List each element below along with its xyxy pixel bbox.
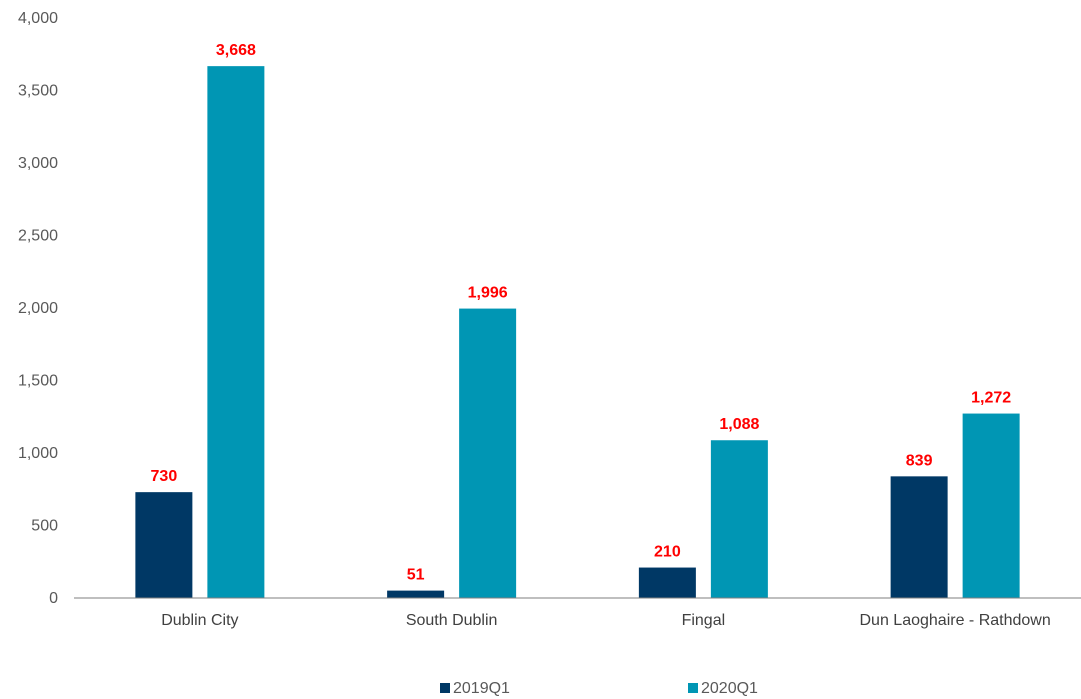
bar-2019Q1-1: [387, 590, 445, 598]
bar-2019Q1-3: [890, 476, 948, 598]
bar-2019Q1-0: [135, 492, 193, 598]
bar-2020Q1-2: [710, 440, 768, 598]
legend-label-2020Q1: 2020Q1: [701, 680, 758, 697]
legend-swatch-2019Q1: [440, 683, 450, 693]
x-category-label: South Dublin: [406, 612, 498, 629]
y-tick-label: 0: [49, 590, 58, 607]
y-tick-label: 500: [31, 518, 58, 535]
x-axis: Dublin City South Dublin Fingal Dun Laoghai…: [74, 597, 1081, 629]
legend-swatch-2020Q1: [688, 683, 698, 693]
x-category-label: Fingal: [682, 612, 726, 629]
y-tick-label: 1,000: [18, 445, 58, 462]
y-tick-label: 4,000: [18, 10, 58, 27]
y-tick-label: 3,500: [18, 83, 58, 100]
data-label-2019Q1-3: 839: [906, 452, 933, 469]
x-category-label: Dun Laoghaire - Rathdown: [860, 612, 1051, 629]
bar-2020Q1-1: [459, 308, 517, 598]
x-category-label: Dublin City: [161, 612, 238, 629]
y-tick-label: 1,500: [18, 373, 58, 390]
y-tick-label: 2,000: [18, 300, 58, 317]
legend: 2019Q1 2020Q1: [440, 680, 758, 697]
data-label-2019Q1-1: 51: [407, 567, 425, 584]
data-label-2019Q1-0: 730: [151, 468, 178, 485]
bar-2020Q1-3: [962, 413, 1020, 598]
data-label-2020Q1-3: 1,272: [971, 390, 1011, 407]
bars: [135, 66, 1020, 598]
data-label-2020Q1-1: 1,996: [468, 285, 508, 302]
y-axis: 0 500 1,000 1,500 2,000 2,500 3,000 3,500 4,000: [18, 10, 58, 607]
data-label-2019Q1-2: 210: [654, 544, 681, 561]
bar-2020Q1-0: [207, 66, 265, 598]
data-labels: 730 3,668 51 1,996 210 1,088 839 1,272: [151, 42, 1012, 583]
y-tick-label: 3,000: [18, 155, 58, 172]
data-label-2020Q1-2: 1,088: [719, 416, 759, 433]
legend-label-2019Q1: 2019Q1: [453, 680, 510, 697]
bar-2019Q1-2: [638, 567, 696, 598]
y-tick-label: 2,500: [18, 228, 58, 245]
data-label-2020Q1-0: 3,668: [216, 42, 256, 59]
